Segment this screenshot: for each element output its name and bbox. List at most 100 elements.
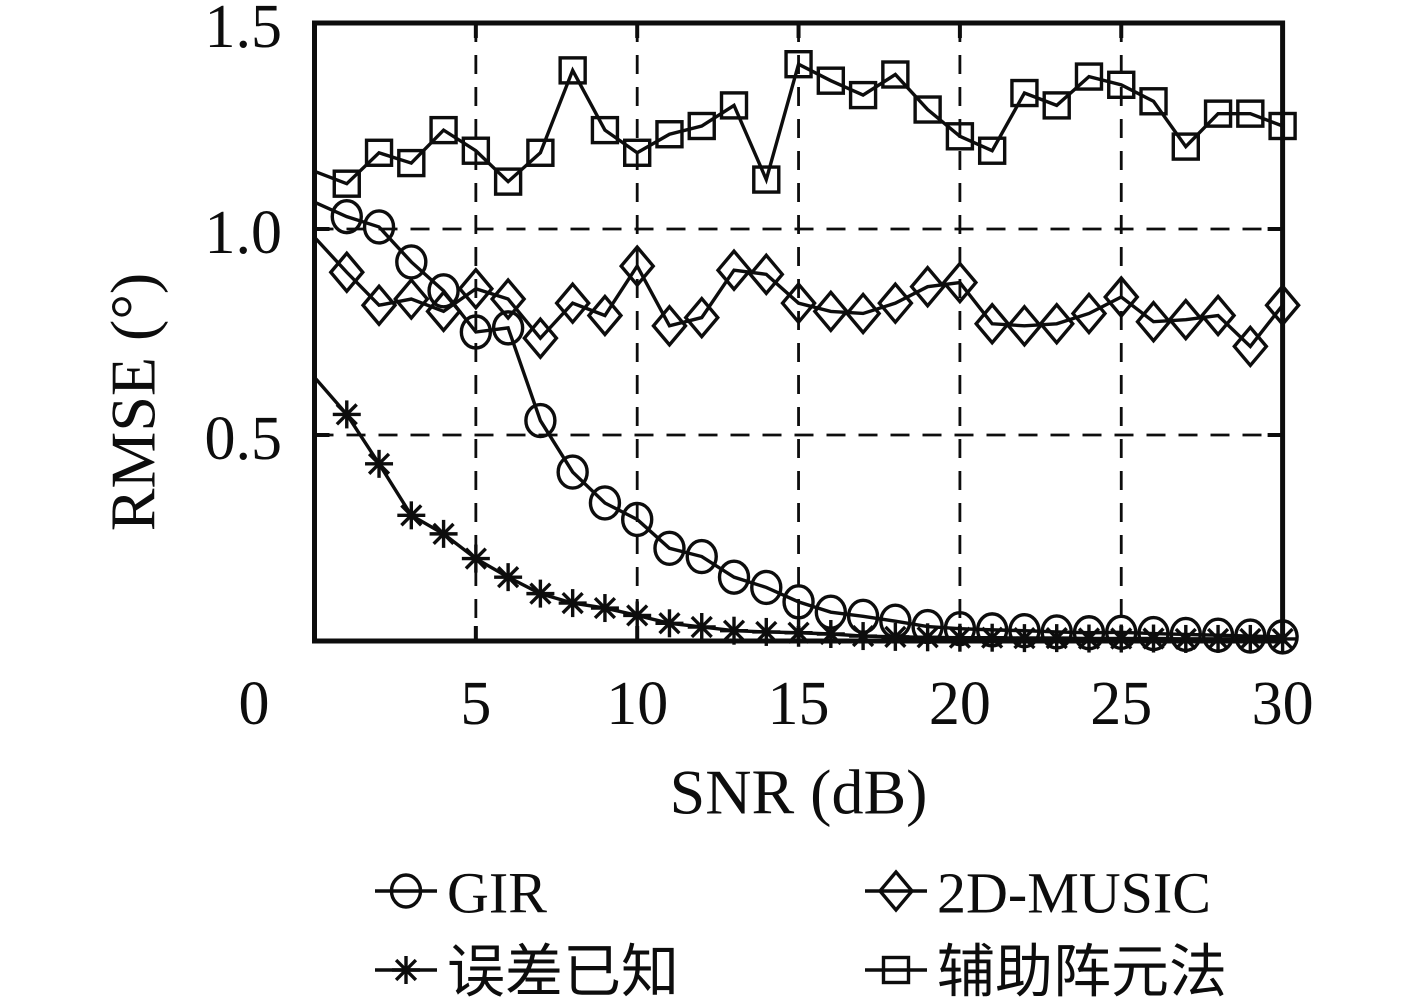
square-marker-icon [719, 91, 749, 120]
diamond-marker-icon [554, 281, 591, 325]
square-marker-icon [429, 115, 458, 145]
diamond-marker-icon [1006, 304, 1043, 348]
diamond-marker-icon [1199, 293, 1237, 338]
square-marker-icon [945, 122, 975, 151]
asterisk-marker-icon [1204, 624, 1233, 653]
square-marker-icon [848, 80, 878, 110]
diamond-marker-icon [683, 295, 720, 340]
asterisk-marker-icon [720, 616, 749, 645]
legend-item-gir: GIR [375, 861, 547, 926]
diamond-marker-icon [651, 304, 688, 348]
square-marker-icon [1139, 87, 1168, 116]
asterisk-marker-icon [978, 623, 1007, 652]
square-marker-icon [590, 115, 620, 145]
y-tick-label-1: 1.0 [205, 199, 283, 267]
circle-marker-icon [491, 310, 525, 346]
series-auxiliary-array-line [313, 61, 1284, 186]
asterisk-marker-icon [392, 956, 420, 984]
tick-labels: 0 5 10 15 20 25 30 0.5 1.0 1.5 [205, 0, 1314, 738]
asterisk-marker-icon [849, 622, 878, 651]
asterisk-marker-icon [655, 609, 684, 638]
gridlines [314, 23, 1283, 641]
legend-item-error-known: 误差已知 [375, 940, 679, 1004]
square-marker-icon [1268, 111, 1297, 141]
circle-marker-icon [750, 569, 783, 606]
square-marker-icon [752, 165, 781, 194]
circle-marker-icon [330, 198, 363, 235]
square-marker-icon [816, 66, 846, 95]
asterisk-marker-icon [1236, 624, 1265, 653]
asterisk-marker-icon [526, 579, 555, 608]
circle-marker-icon [362, 209, 396, 245]
circle-marker-icon [782, 584, 815, 620]
diamond-marker-icon [457, 267, 495, 311]
square-marker-icon [881, 60, 910, 89]
diamond-marker-icon [941, 260, 979, 305]
asterisk-marker-icon [1107, 624, 1136, 653]
circle-marker-icon [653, 530, 686, 566]
square-marker-icon [364, 138, 394, 167]
legend-label-auxiliary-array: 辅助阵元法 [937, 940, 1227, 1004]
circle-marker-icon [685, 538, 718, 575]
diamond-marker-icon [1103, 275, 1140, 319]
circle-marker-icon [717, 559, 751, 595]
asterisk-marker-icon [461, 544, 490, 573]
x-axis-title: SNR (dB) [670, 757, 928, 828]
y-axis-title: RMSE (°) [98, 273, 169, 532]
diamond-marker-icon [586, 293, 624, 338]
diamond-marker-icon [973, 302, 1011, 346]
square-marker-icon [687, 111, 716, 141]
legend-label-gir: GIR [447, 861, 547, 926]
legend-item-2d-music: 2D-MUSIC [865, 861, 1211, 926]
asterisk-marker-icon [1074, 624, 1103, 653]
diamond-marker-icon [618, 244, 656, 288]
circle-marker-icon [389, 873, 423, 909]
square-marker-icon [913, 95, 942, 124]
y-tick-label-0.5: 0.5 [205, 405, 283, 473]
asterisk-marker-icon [397, 501, 426, 530]
diamond-marker-icon [393, 277, 430, 321]
circle-marker-icon [588, 485, 622, 521]
legend-label-2d-music: 2D-MUSIC [937, 861, 1211, 926]
diamond-marker-icon [1135, 300, 1172, 344]
asterisk-marker-icon [687, 612, 716, 641]
square-marker-icon [881, 955, 911, 985]
series-auxiliary-array-markers [332, 50, 1297, 198]
asterisk-marker-icon [558, 589, 587, 618]
square-marker-icon [558, 56, 587, 85]
x-tick-label-5: 5 [460, 670, 491, 738]
square-marker-icon [977, 136, 1007, 165]
asterisk-marker-icon [1139, 624, 1168, 653]
asterisk-marker-icon [1171, 624, 1200, 653]
x-tick-label-20: 20 [929, 670, 991, 738]
asterisk-marker-icon [590, 594, 619, 623]
circle-marker-icon [621, 501, 654, 538]
diamond-marker-icon [748, 252, 785, 296]
square-marker-icon [526, 138, 555, 167]
diamond-marker-icon [360, 283, 398, 327]
asterisk-marker-icon [494, 563, 523, 592]
legend-item-auxiliary-array: 辅助阵元法 [865, 940, 1227, 1004]
square-marker-icon [1010, 78, 1039, 108]
diamond-marker-icon [877, 281, 914, 325]
diamond-marker-icon [715, 248, 753, 292]
asterisk-marker-icon [945, 623, 974, 652]
asterisk-marker-icon [913, 623, 942, 652]
asterisk-marker-icon [881, 622, 910, 651]
diamond-marker-icon [1232, 324, 1269, 369]
diamond-marker-icon [780, 281, 817, 325]
series-error-known-markers [332, 400, 1297, 653]
square-marker-icon [1203, 99, 1233, 128]
square-marker-icon [1107, 70, 1136, 100]
diamond-marker-icon [877, 869, 915, 913]
asterisk-marker-icon [816, 619, 845, 648]
square-marker-icon [1236, 99, 1265, 128]
asterisk-marker-icon [1042, 624, 1071, 653]
square-marker-icon [655, 120, 684, 149]
diamond-marker-icon [1167, 298, 1205, 342]
diamond-marker-icon [1264, 283, 1301, 327]
square-marker-icon [623, 138, 652, 167]
square-marker-icon [493, 167, 523, 196]
circle-marker-icon [459, 314, 493, 350]
